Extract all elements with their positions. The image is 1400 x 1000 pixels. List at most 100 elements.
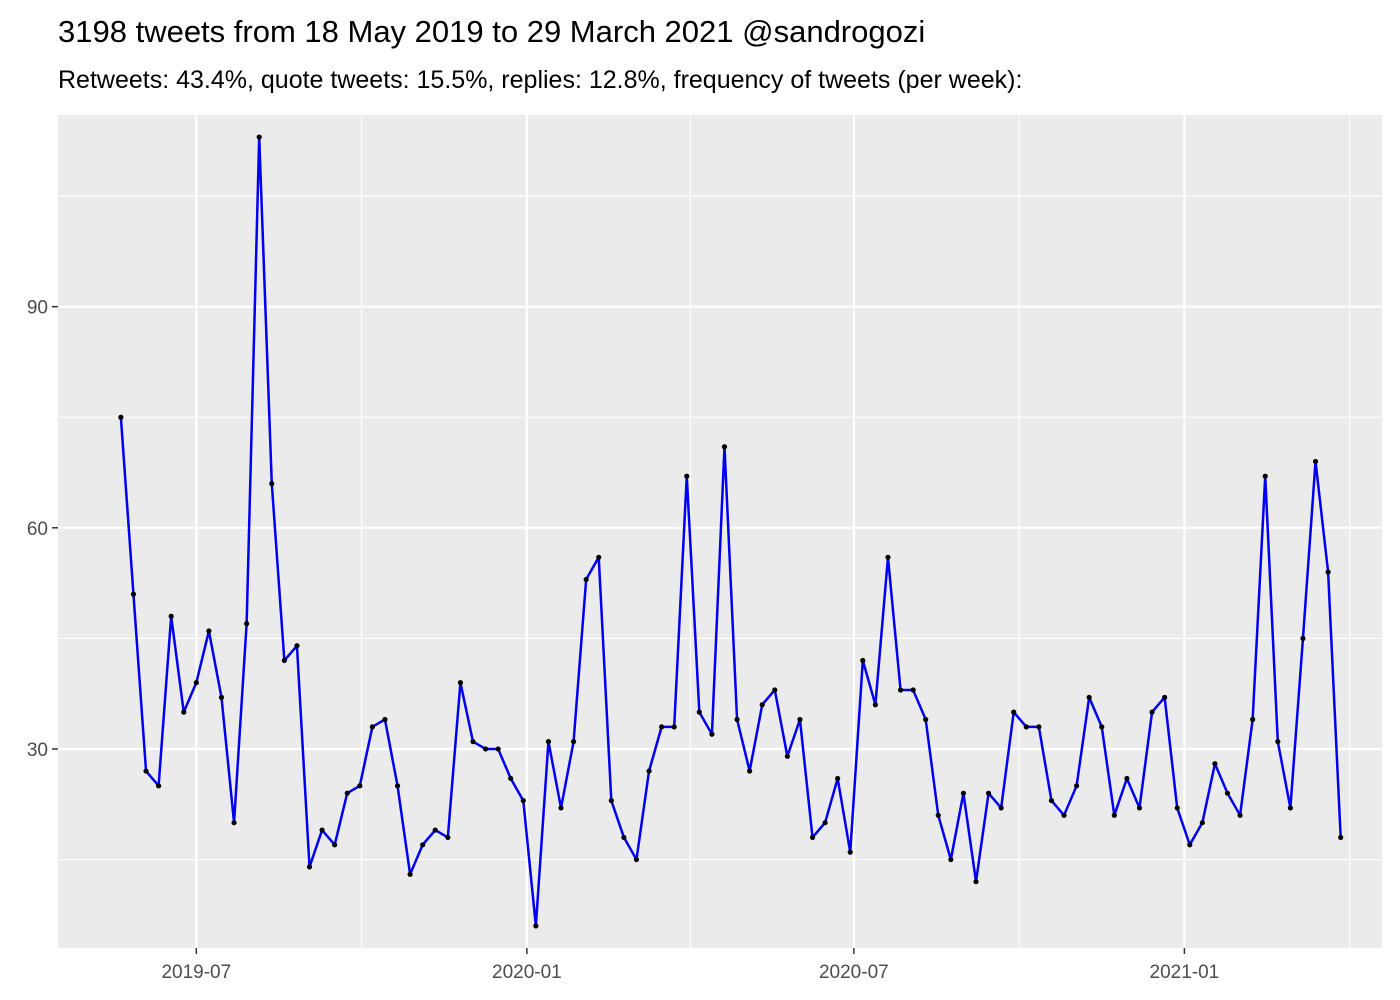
data-point [1048, 797, 1055, 804]
data-point [709, 731, 715, 737]
data-point [1275, 738, 1281, 745]
data-point [508, 775, 514, 782]
data-point [1338, 834, 1344, 841]
data-point [1300, 635, 1306, 641]
chart-title: 3198 tweets from 18 May 2019 to 29 March… [58, 14, 925, 49]
data-point [281, 657, 287, 664]
data-point [910, 687, 916, 693]
data-point [1212, 761, 1218, 767]
data-point [646, 768, 652, 774]
data-point [948, 856, 954, 863]
data-point [1149, 709, 1155, 715]
data-point [772, 687, 778, 693]
data-point [671, 724, 677, 730]
data-point [1086, 694, 1092, 700]
data-point [1224, 790, 1231, 796]
data-point [294, 643, 300, 649]
data-point [244, 621, 250, 627]
data-point [596, 554, 602, 560]
data-point [1011, 709, 1017, 715]
data-point [1199, 820, 1205, 826]
data-point [344, 790, 350, 796]
data-point [797, 716, 803, 723]
data-point [1036, 724, 1042, 730]
data-point [734, 716, 740, 723]
data-point [533, 923, 539, 929]
data-point [835, 775, 841, 782]
data-point [1312, 458, 1319, 465]
data-point [1111, 812, 1117, 818]
data-point [659, 724, 665, 730]
data-point [1237, 812, 1243, 818]
data-point [1136, 805, 1143, 811]
data-point [570, 738, 577, 745]
data-point [394, 783, 401, 789]
data-point [445, 834, 451, 841]
data-point [809, 834, 816, 841]
data-point [118, 414, 124, 420]
data-point [1187, 842, 1193, 848]
x-tick-label: 2020-01 [492, 962, 562, 983]
data-point [1099, 724, 1105, 730]
data-point [1287, 805, 1293, 811]
data-point [495, 746, 501, 752]
data-point [407, 871, 413, 877]
data-point [721, 444, 728, 450]
data-point [369, 724, 375, 730]
data-point [168, 613, 174, 619]
y-tick-label: 90 [27, 298, 48, 319]
data-point [130, 591, 137, 597]
data-point [332, 842, 338, 848]
data-point [269, 480, 275, 487]
x-tick-label: 2020-07 [819, 962, 889, 983]
data-point [1124, 775, 1130, 782]
x-axis: 2019-07 2020-01 2020-07 2021-01 [161, 948, 1219, 983]
data-point [973, 879, 979, 885]
data-point [696, 709, 702, 715]
data-point [181, 709, 187, 715]
data-point [1061, 812, 1067, 818]
series-line [119, 135, 1342, 928]
data-point [897, 687, 904, 693]
data-point [872, 702, 878, 708]
data-point [457, 680, 464, 686]
data-point [684, 473, 690, 479]
points-group [118, 134, 1344, 929]
data-point [1250, 716, 1256, 723]
data-point [885, 554, 891, 560]
data-point [923, 716, 929, 723]
data-point [1174, 805, 1180, 811]
data-point [960, 790, 967, 796]
data-point [482, 746, 489, 752]
data-point [420, 842, 426, 848]
data-point [1262, 473, 1268, 479]
data-point [1162, 694, 1168, 700]
data-point [218, 694, 225, 700]
data-point [621, 834, 627, 841]
data-point [545, 738, 552, 745]
data-point [633, 856, 640, 863]
data-point [193, 680, 199, 686]
data-point [935, 812, 941, 818]
data-point [998, 805, 1004, 811]
y-tick-label: 30 [27, 740, 48, 761]
data-point [985, 790, 992, 796]
data-point [256, 134, 262, 140]
data-point [319, 827, 325, 833]
data-point [306, 864, 313, 870]
y-axis: 30 60 90 [27, 298, 58, 761]
data-point [1325, 569, 1331, 575]
data-point [1023, 724, 1029, 730]
data-point [520, 797, 526, 804]
data-point [759, 702, 765, 708]
data-point [822, 820, 828, 826]
data-point [583, 576, 589, 583]
data-point [432, 827, 438, 833]
data-point [558, 805, 564, 811]
data-point [357, 783, 363, 789]
y-tick-label: 60 [27, 519, 48, 540]
data-point [608, 797, 614, 804]
data-point [747, 768, 753, 774]
